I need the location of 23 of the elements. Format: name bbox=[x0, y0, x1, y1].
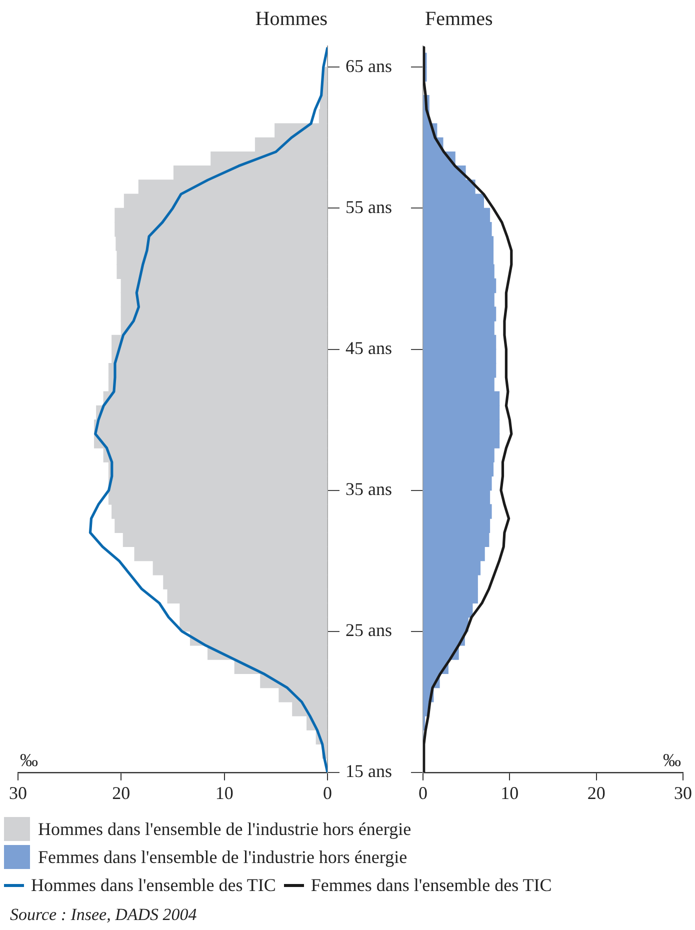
legend-label: Hommes dans l'ensemble des TIC bbox=[31, 874, 276, 896]
y-tick-label: 65 ans bbox=[346, 56, 392, 76]
y-tick-label: 35 ans bbox=[346, 479, 392, 500]
x-tick-label: 10 bbox=[215, 782, 234, 803]
chart-title: Hommes bbox=[255, 8, 328, 31]
x-tick-label: 30 bbox=[9, 782, 27, 803]
legend-label: Femmes dans l'ensemble des TIC bbox=[310, 874, 552, 896]
x-tick-label: 0 bbox=[323, 782, 332, 803]
y-tick-label: 45 ans bbox=[346, 338, 392, 358]
x-tick-label: 20 bbox=[587, 782, 606, 803]
x-tick-label: 30 bbox=[674, 782, 692, 803]
y-tick-label: 55 ans bbox=[346, 196, 392, 217]
x-tick-label: 10 bbox=[500, 782, 519, 803]
legend-label: Femmes dans l'ensemble de l'industrie hors énergie bbox=[38, 846, 408, 868]
legend-label: Hommes dans l'ensemble de l'industrie hors énergie bbox=[38, 818, 412, 840]
chart-title: Femmes bbox=[425, 8, 493, 31]
y-tick-label: 15 ans bbox=[346, 761, 392, 782]
x-axis-title: ‰ bbox=[663, 750, 681, 770]
y-tick-label: 25 ans bbox=[346, 620, 392, 640]
source-note: Source : Insee, DADS 2004 bbox=[10, 905, 197, 925]
x-tick-label: 20 bbox=[112, 782, 130, 803]
x-axis-title: ‰ bbox=[20, 750, 38, 770]
x-tick-label: 0 bbox=[418, 782, 428, 803]
